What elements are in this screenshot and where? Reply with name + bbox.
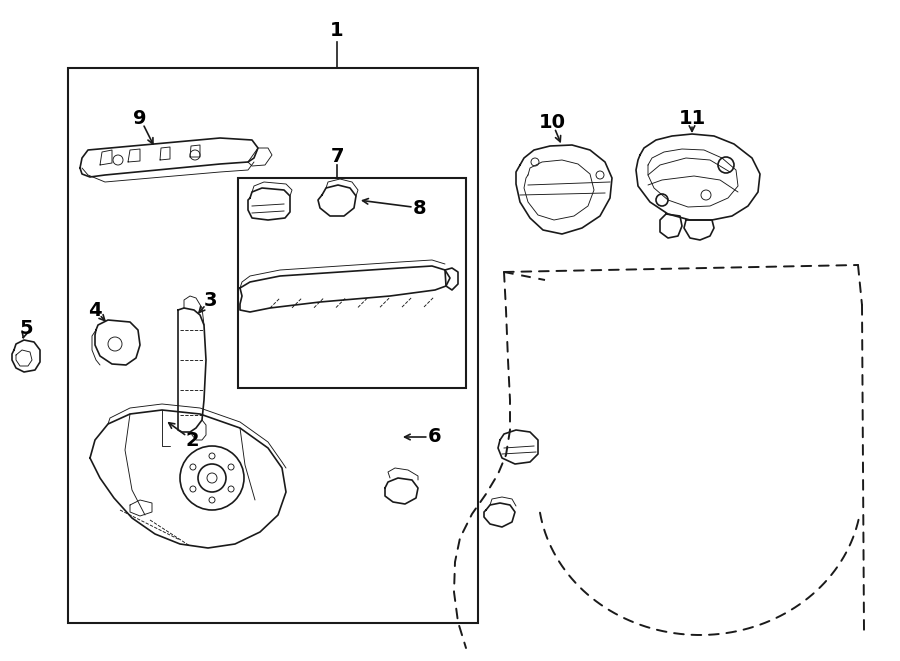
Text: 10: 10: [538, 112, 565, 132]
Text: 11: 11: [679, 108, 706, 128]
Text: 3: 3: [203, 290, 217, 309]
Text: 5: 5: [19, 319, 32, 338]
Text: 1: 1: [330, 20, 344, 40]
Bar: [238, 178, 466, 388]
Text: 2: 2: [185, 430, 199, 449]
Text: 8: 8: [413, 198, 427, 217]
Text: 4: 4: [88, 301, 102, 319]
Bar: [68, 68, 478, 623]
Text: 7: 7: [330, 147, 344, 165]
Text: 6: 6: [428, 428, 442, 446]
Text: 9: 9: [133, 108, 147, 128]
